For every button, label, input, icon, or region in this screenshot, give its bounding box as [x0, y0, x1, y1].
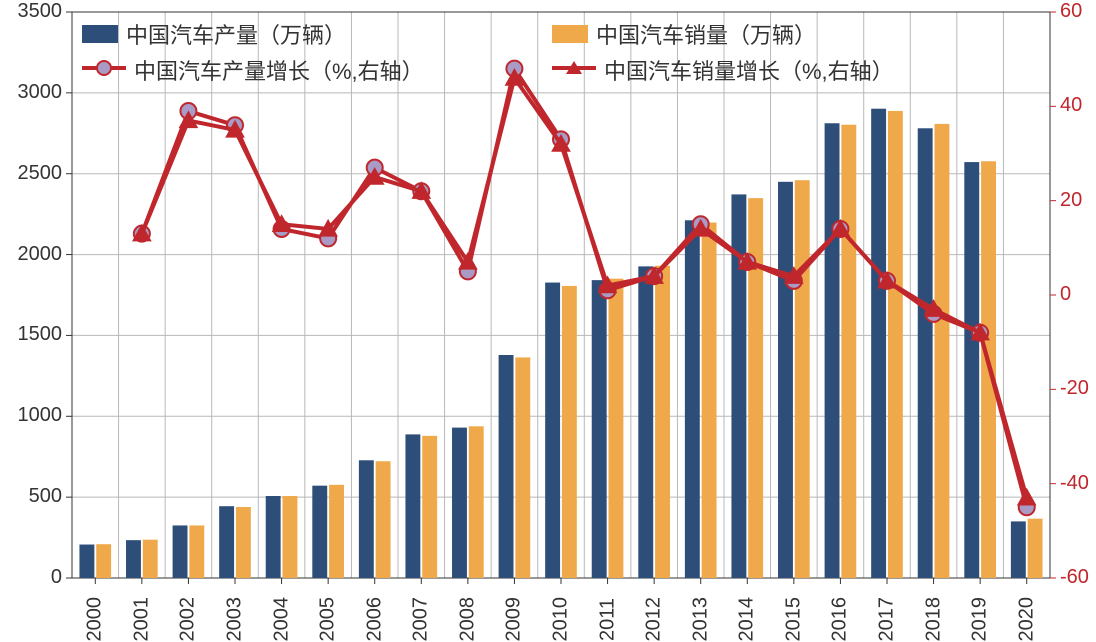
production_bar-bar — [405, 434, 420, 578]
y-left-tick-label: 2500 — [18, 162, 63, 185]
legend: 中国汽车产量（万辆） 中国汽车销量（万辆） 中国汽车产量增长（%,右轴） 中国汽车销量… — [0, 0, 1096, 100]
production_bar-bar — [778, 182, 793, 578]
sales_bar-bar — [655, 266, 670, 578]
sales_bar-bar — [236, 507, 251, 578]
sales_bar-bar — [795, 180, 810, 578]
x-tick-label: 2002 — [177, 598, 200, 642]
y-right-tick-label: -40 — [1060, 472, 1089, 495]
sales_bar-bar — [841, 125, 856, 578]
production_bar-bar — [545, 283, 560, 578]
y-left-tick-label: 0 — [51, 566, 62, 589]
sales_bar-bar — [469, 426, 484, 578]
sales_bar-bar — [143, 540, 158, 578]
x-tick-label: 2009 — [503, 598, 526, 642]
production_bar-bar — [592, 280, 607, 578]
production_bar-bar — [266, 496, 281, 578]
x-tick-label: 2018 — [922, 598, 945, 642]
legend-label: 中国汽车产量（万辆） — [126, 18, 346, 50]
sales_bar-bar — [702, 223, 717, 578]
x-tick-label: 2011 — [596, 598, 619, 642]
x-tick-label: 2004 — [270, 598, 293, 642]
y-left-tick-label: 1000 — [18, 404, 63, 427]
production_bar-bar — [126, 540, 141, 578]
production_bar-bar — [173, 525, 188, 578]
x-tick-label: 2012 — [643, 598, 666, 642]
production_bar-bar — [1011, 521, 1026, 578]
sales_bar-bar — [1028, 519, 1043, 578]
production_bar-bar — [219, 506, 234, 578]
y-left-tick-label: 2000 — [18, 243, 63, 266]
x-tick-label: 2006 — [363, 598, 386, 642]
sales_bar-bar — [935, 124, 950, 578]
production_bar-bar — [825, 123, 840, 578]
x-tick-label: 2020 — [1015, 598, 1038, 642]
sales_bar-bar — [422, 436, 437, 578]
production_bar-bar — [452, 428, 467, 578]
sales_bar-bar — [562, 286, 577, 578]
y-right-tick-label: -60 — [1060, 566, 1089, 589]
sales_bar-bar — [96, 544, 111, 578]
x-tick-label: 2013 — [689, 598, 712, 642]
sales_bar-bar — [888, 111, 903, 578]
x-tick-label: 2016 — [829, 598, 852, 642]
y-right-tick-label: 0 — [1060, 283, 1071, 306]
x-tick-label: 2003 — [224, 598, 247, 642]
sales_bar-bar — [376, 461, 391, 578]
x-tick-label: 2014 — [736, 598, 759, 642]
production_bar-bar — [79, 545, 94, 578]
china-auto-chart: 中国汽车产量（万辆） 中国汽车销量（万辆） 中国汽车产量增长（%,右轴） 中国汽车销量… — [0, 0, 1096, 642]
x-tick-label: 2015 — [782, 598, 805, 642]
sales_bar-bar — [189, 525, 204, 578]
x-tick-label: 2007 — [410, 598, 433, 642]
legend-label: 中国汽车销量增长（%,右轴） — [604, 54, 894, 86]
production_bar-bar — [685, 220, 700, 578]
y-left-tick-label: 500 — [29, 485, 62, 508]
x-tick-label: 2019 — [969, 598, 992, 642]
sales_bar-bar — [609, 279, 624, 578]
x-tick-label: 2001 — [130, 598, 153, 642]
sales_bar-bar — [283, 496, 298, 578]
x-tick-label: 2005 — [317, 598, 340, 642]
y-right-tick-label: -20 — [1060, 377, 1089, 400]
y-right-tick-label: 20 — [1060, 189, 1082, 212]
production_bar-bar — [871, 109, 886, 578]
legend-label: 中国汽车产量增长（%,右轴） — [134, 54, 424, 86]
production_bar-bar — [638, 266, 653, 578]
legend-item-sales_growth: 中国汽车销量增长（%,右轴） — [552, 54, 894, 86]
legend-item-production_growth: 中国汽车产量增长（%,右轴） — [82, 54, 424, 86]
x-tick-label: 2008 — [456, 598, 479, 642]
x-tick-label: 2010 — [550, 598, 573, 642]
legend-item-sales_bar: 中国汽车销量（万辆） — [552, 18, 816, 50]
production_bar-bar — [918, 128, 933, 578]
production_bar-bar — [359, 460, 374, 578]
x-tick-label: 2000 — [84, 598, 107, 642]
legend-item-production_bar: 中国汽车产量（万辆） — [82, 18, 346, 50]
production_bar-bar — [499, 355, 514, 578]
sales_bar-bar — [515, 357, 530, 578]
x-tick-label: 2017 — [876, 598, 899, 642]
sales_bar-bar — [329, 485, 344, 578]
production_bar-bar — [964, 162, 979, 578]
y-left-tick-label: 1500 — [18, 323, 63, 346]
production_bar-bar — [312, 486, 327, 578]
legend-label: 中国汽车销量（万辆） — [596, 18, 816, 50]
